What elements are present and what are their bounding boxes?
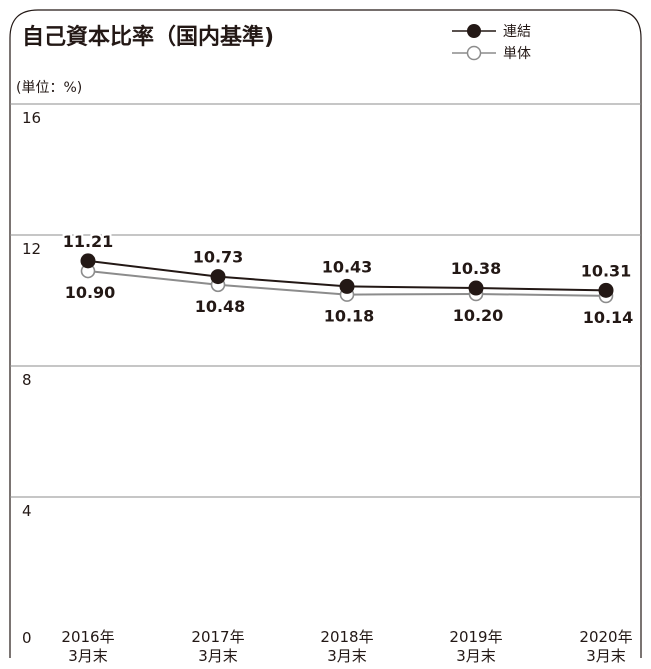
y-tick-label: 16 [22,109,41,127]
data-label-consolidated: 10.73 [193,248,244,267]
chart-frame [9,9,642,658]
y-tick-label: 12 [22,240,41,258]
series-group: 11.21 10.73 10.43 10.38 10.31 10.90 10.48 10.18… [61,230,634,327]
data-point-consolidated [598,282,614,298]
legend-marker-standalone [466,45,482,61]
y-tick-label: 0 [22,629,32,647]
x-tick-label: 3月末 [327,647,367,665]
data-label-consolidated: 10.43 [322,257,373,276]
data-point-consolidated [80,253,96,269]
x-tick-label: 3月末 [586,647,626,665]
data-point-consolidated [339,278,355,294]
x-tick-label: 2018年 [320,628,373,646]
x-tick-label: 2020年 [579,628,632,646]
legend-marker-consolidated [467,24,481,38]
x-tick-label: 3月末 [198,647,238,665]
x-tick-label: 3月末 [456,647,496,665]
x-tick-label: 2019年 [449,628,502,646]
x-tick-label: 2016年 [61,628,114,646]
data-label-consolidated: 10.38 [451,259,502,278]
y-axis-ticks: 0 4 8 12 16 [22,109,41,647]
chart-title: 自己資本比率（国内基準) [22,24,274,50]
data-label-standalone: 10.18 [324,307,375,326]
gridlines [10,103,641,498]
data-label-standalone: 10.90 [65,283,116,302]
data-label-standalone: 10.20 [453,306,504,325]
legend: 連結 単体 [452,24,531,62]
data-point-consolidated [210,269,226,285]
data-point-consolidated [468,280,484,296]
data-label-consolidated: 11.21 [63,232,114,251]
data-label-consolidated: 10.31 [581,261,632,280]
data-label-standalone: 10.14 [583,308,634,327]
data-label-standalone: 10.48 [195,297,246,316]
y-tick-label: 8 [22,371,32,389]
legend-label-consolidated: 連結 [503,24,531,40]
x-tick-label: 3月末 [68,647,108,665]
x-tick-label: 2017年 [191,628,244,646]
y-tick-label: 4 [22,502,32,520]
unit-label: (単位：%) [16,80,82,96]
legend-label-standalone: 単体 [503,46,531,62]
